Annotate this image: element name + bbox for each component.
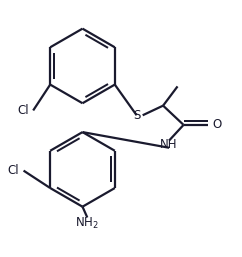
- Text: NH: NH: [160, 138, 178, 151]
- Text: Cl: Cl: [7, 164, 19, 177]
- Text: S: S: [133, 109, 140, 122]
- Text: NH$_2$: NH$_2$: [76, 216, 99, 231]
- Text: Cl: Cl: [18, 104, 29, 117]
- Text: O: O: [212, 118, 222, 131]
